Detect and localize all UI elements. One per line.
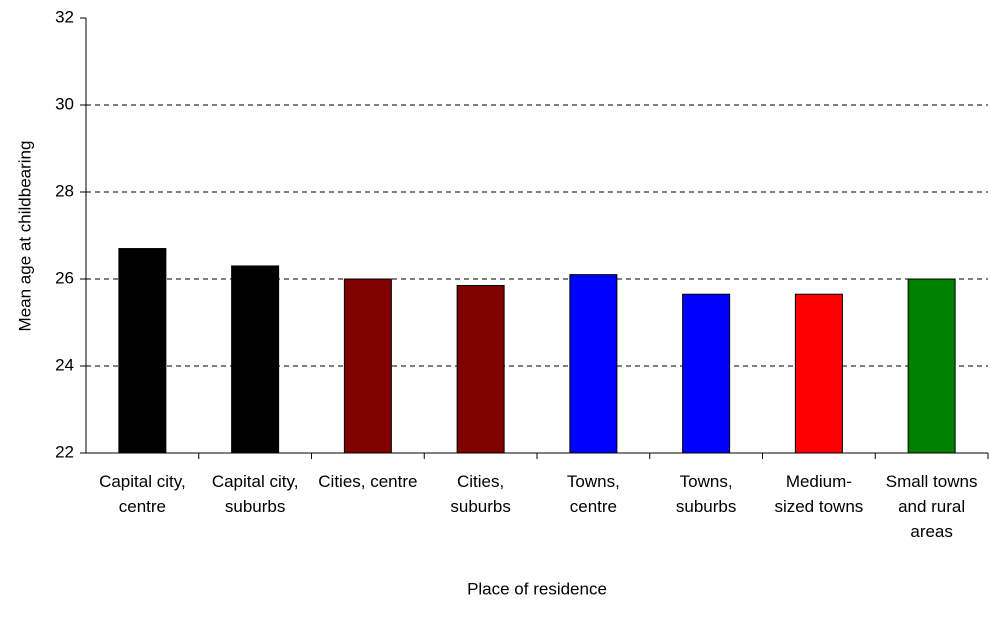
x-tick-label: Cities, centre [318, 472, 418, 491]
x-tick-label: Capital city, suburbs [211, 472, 299, 516]
bar [682, 293, 731, 454]
x-axis-label: Place of residence [467, 579, 607, 598]
y-axis-label: Mean age at childbearing [15, 141, 34, 332]
y-tick-label: 30 [55, 94, 74, 113]
y-tick-label: 32 [55, 7, 74, 26]
bar [231, 265, 280, 454]
x-tick-label: Capital city, centre [99, 472, 186, 516]
bar [456, 285, 505, 454]
bar [907, 278, 956, 454]
x-tick-label: Cities, suburbs [450, 472, 511, 516]
bar [343, 278, 392, 454]
y-tick-label: 28 [55, 181, 74, 200]
x-tick-label: Medium-sized towns [774, 472, 864, 516]
x-tick-label: Towns, centre [566, 472, 620, 516]
x-tick-label: Towns, suburbs [675, 472, 737, 516]
bar [118, 248, 167, 454]
y-tick-label: 22 [55, 442, 74, 461]
y-tick-label: 24 [55, 355, 74, 374]
x-tick-label: Small towns and rural areas [885, 472, 978, 541]
bar [569, 274, 618, 454]
bar [794, 293, 843, 454]
y-tick-label: 26 [55, 268, 74, 287]
